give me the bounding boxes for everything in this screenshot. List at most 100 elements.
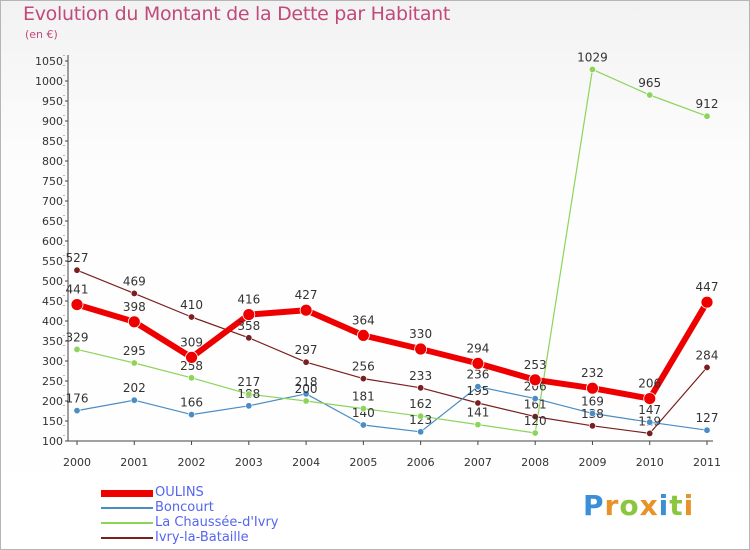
logo-letter: P <box>583 489 605 522</box>
data-label: 200 <box>295 382 318 396</box>
data-point <box>417 428 425 436</box>
y-tick-label: 350 <box>42 335 63 348</box>
data-point <box>588 422 596 430</box>
y-tick-label: 250 <box>42 375 63 388</box>
data-point <box>188 411 196 419</box>
data-label: 233 <box>409 369 432 383</box>
data-point <box>588 65 596 73</box>
y-tick-label: 650 <box>42 215 63 228</box>
x-tick-label: 2009 <box>578 456 606 469</box>
data-point <box>188 374 196 382</box>
data-point <box>359 405 367 413</box>
data-point <box>130 396 138 404</box>
y-tick-label: 150 <box>42 415 63 428</box>
series-line <box>76 269 708 434</box>
data-label: 140 <box>352 406 375 420</box>
data-label: 469 <box>123 274 146 288</box>
data-label: 120 <box>524 414 547 428</box>
data-point <box>299 303 313 317</box>
data-label: 147 <box>638 403 661 417</box>
series-line <box>76 68 708 434</box>
data-point <box>188 313 196 321</box>
x-tick-label: 2011 <box>693 456 721 469</box>
data-label: 181 <box>352 390 375 404</box>
data-label: 329 <box>66 330 89 344</box>
data-label: 416 <box>237 293 260 307</box>
y-tick-label: 800 <box>42 155 63 168</box>
data-point <box>417 412 425 420</box>
y-tick-label: 600 <box>42 235 63 248</box>
data-point <box>474 383 482 391</box>
data-point <box>245 402 253 410</box>
data-point <box>130 289 138 297</box>
data-point <box>531 413 539 421</box>
data-point <box>646 91 654 99</box>
x-tick-label: 2005 <box>349 456 377 469</box>
y-tick-label: 400 <box>42 315 63 328</box>
logo-letter: t <box>669 489 684 522</box>
data-point <box>245 390 253 398</box>
data-label: 309 <box>180 335 203 349</box>
logo-letter: o <box>619 489 640 522</box>
data-point <box>359 421 367 429</box>
data-label: 127 <box>696 411 719 425</box>
data-label: 294 <box>466 341 489 355</box>
data-point <box>130 359 138 367</box>
y-tick-label: 550 <box>42 255 63 268</box>
data-label: 364 <box>352 313 375 327</box>
data-label: 166 <box>180 396 203 410</box>
y-tick-label: 750 <box>42 175 63 188</box>
data-label: 410 <box>180 298 203 312</box>
logo-letter: x <box>639 489 659 522</box>
data-point <box>646 429 654 437</box>
data-label: 232 <box>581 366 604 380</box>
x-tick-label: 2007 <box>464 456 492 469</box>
data-point <box>646 418 654 426</box>
legend-label: Ivry-la-Bataille <box>155 530 249 545</box>
x-tick-label: 2000 <box>63 456 91 469</box>
data-label: 218 <box>295 375 318 389</box>
y-tick-label: 700 <box>42 195 63 208</box>
data-label: 195 <box>466 384 489 398</box>
x-tick-label: 2002 <box>178 456 206 469</box>
legend-item: Ivry-la-Bataille <box>101 530 361 545</box>
data-point <box>356 328 370 342</box>
y-tick-label: 200 <box>42 395 63 408</box>
data-point <box>703 426 711 434</box>
data-point <box>73 345 81 353</box>
data-label: 258 <box>180 359 203 373</box>
data-label: 236 <box>466 368 489 382</box>
y-tick-label: 850 <box>42 135 63 148</box>
data-label: 427 <box>295 288 318 302</box>
data-point <box>242 308 256 322</box>
series-line <box>76 386 708 433</box>
y-tick-label: 900 <box>42 115 63 128</box>
data-label: 256 <box>352 360 375 374</box>
legend-swatch <box>101 507 153 509</box>
y-tick-label: 950 <box>42 95 63 108</box>
legend-label: Boncourt <box>155 500 214 515</box>
data-label: 527 <box>66 251 89 265</box>
logo-letter: i <box>683 489 695 522</box>
data-point <box>643 392 657 406</box>
data-point <box>414 342 428 356</box>
data-label: 169 <box>581 394 604 408</box>
legend-label: La Chaussée-d'Ivry <box>155 515 279 530</box>
data-label: 161 <box>524 398 547 412</box>
data-label: 330 <box>409 327 432 341</box>
legend-swatch <box>101 490 153 497</box>
chart-title: Evolution du Montant de la Dette par Hab… <box>23 3 451 25</box>
data-label: 297 <box>295 343 318 357</box>
data-label: 202 <box>123 381 146 395</box>
data-label: 284 <box>696 348 719 362</box>
data-label: 217 <box>237 375 260 389</box>
proxiti-logo: Proxiti <box>583 489 694 522</box>
data-label: 206 <box>638 377 661 391</box>
logo-letter: i <box>658 489 670 522</box>
data-label: 965 <box>638 76 661 90</box>
x-tick-label: 2010 <box>636 456 664 469</box>
data-point <box>302 390 310 398</box>
logo-letter: r <box>604 489 620 522</box>
y-tick-label: 500 <box>42 275 63 288</box>
